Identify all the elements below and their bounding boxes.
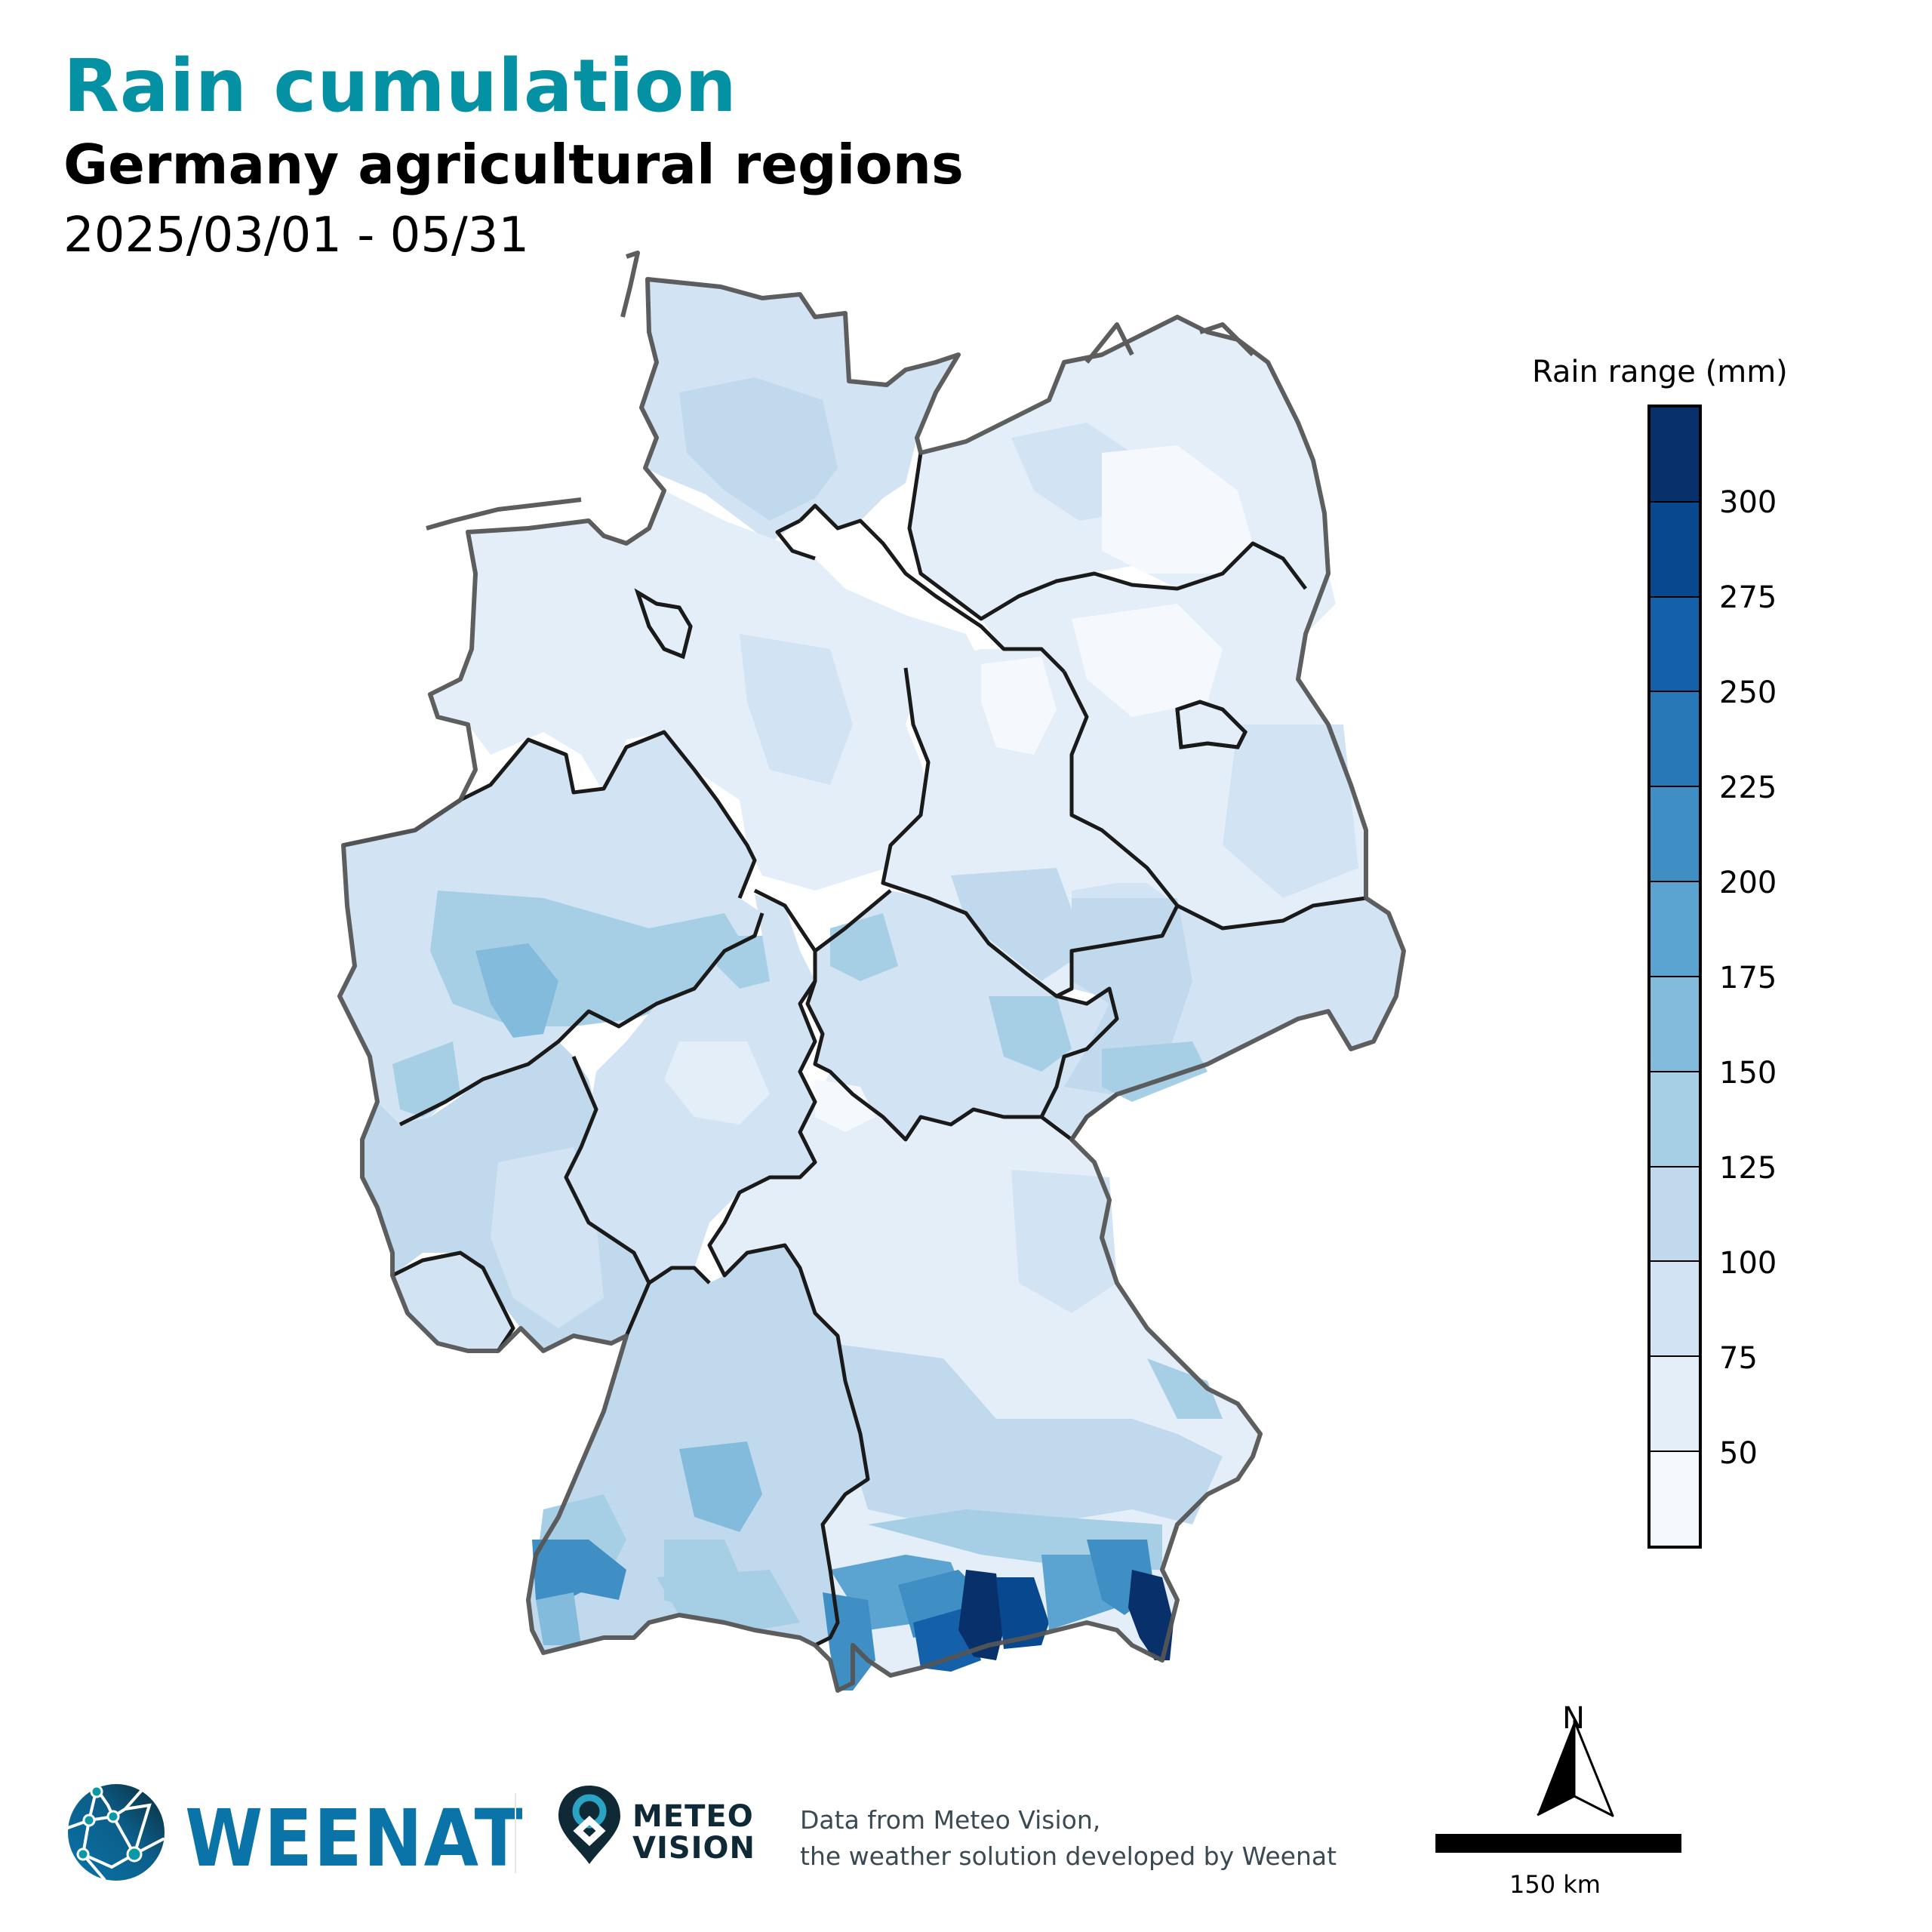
colorbar-bin [1651,597,1699,693]
scale-label: 150 km [1509,1870,1601,1899]
credit-line-1: Data from Meteo Vision, [800,1805,1101,1835]
north-arrow-icon [1537,1719,1614,1817]
meteo-vision-line2: VISION [632,1831,756,1866]
colorbar-bin [1651,1452,1699,1546]
colorbar-bin [1651,977,1699,1072]
logo-divider [515,1793,516,1873]
weenat-globe-icon [66,1784,165,1881]
colorbar-bin [1651,1167,1699,1263]
colorbar-bin [1651,692,1699,788]
colorbar-tick: 150 [1719,1056,1777,1091]
scale-bar [1435,1834,1681,1853]
legend-title: Rain range (mm) [1532,355,1788,389]
colorbar-bin [1651,408,1699,503]
colorbar-tick: 200 [1719,866,1777,900]
colorbar-tick: 275 [1719,580,1777,615]
meteo-vision-pin-icon [558,1786,620,1864]
colorbar-tick: 50 [1719,1436,1758,1471]
colorbar-tick: 225 [1719,771,1777,805]
data-credit: Data from Meteo Vision, the weather solu… [800,1802,1337,1875]
colorbar-bin [1651,1262,1699,1358]
colorbar-bin [1651,502,1699,598]
colorbar-tick: 250 [1719,675,1777,710]
meteo-vision-line1: METEO [632,1799,754,1834]
colorbar-bin [1651,882,1699,977]
credit-line-2: the weather solution developed by Weenat [800,1841,1337,1871]
meteo-vision-logo-text: METEO VISION [632,1801,755,1864]
weenat-logo-text: WEENAT [185,1792,525,1884]
date-range: 2025/03/01 - 05/31 [63,208,530,263]
colorbar-tick: 75 [1719,1341,1758,1376]
map-subtitle: Germany agricultural regions [63,133,964,196]
colorbar-bin [1651,787,1699,883]
colorbar-tick: 125 [1719,1151,1777,1186]
colorbar-tick: 175 [1719,961,1777,995]
colorbar-bin [1651,1072,1699,1168]
region-niedersachsen [430,491,981,891]
map-title: Rain cumulation [63,44,737,128]
colorbar-tick: 100 [1719,1246,1777,1281]
colorbar-bin [1651,1357,1699,1453]
colorbar [1647,405,1702,1549]
colorbar-tick: 300 [1719,485,1777,520]
